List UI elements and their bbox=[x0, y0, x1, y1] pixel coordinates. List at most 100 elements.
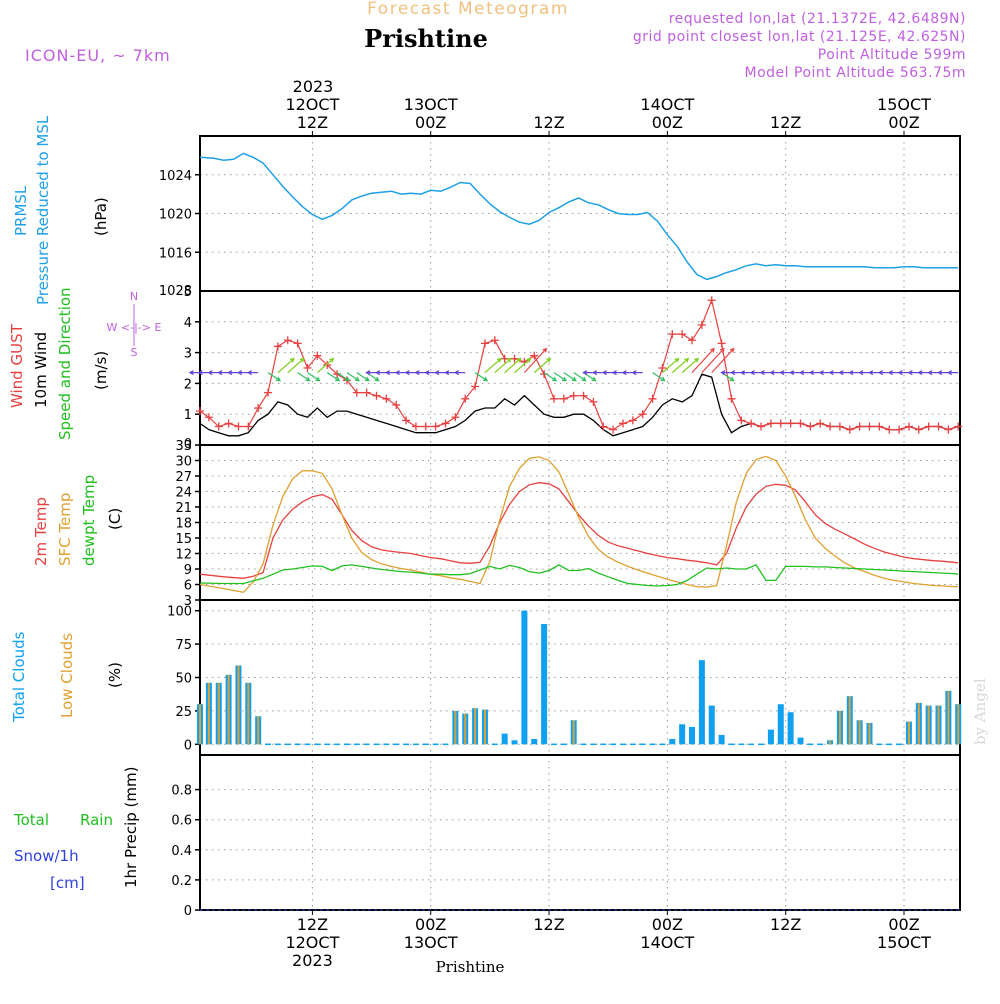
wind-direction-arrow bbox=[711, 348, 735, 374]
top-axis-hour-label: 00Z bbox=[888, 113, 919, 132]
top-axis-hour-label: 12Z bbox=[297, 113, 328, 132]
wind-direction-arrowhead bbox=[729, 376, 735, 382]
cloud-total-bar bbox=[777, 704, 784, 745]
temp-sfc-line bbox=[199, 455, 959, 594]
wind-gust-marker bbox=[944, 425, 953, 434]
wind-direction-arrowhead bbox=[749, 370, 755, 376]
cloud-total-bar bbox=[698, 660, 705, 745]
cloud-low-bar bbox=[464, 713, 467, 745]
wind-label-gust: Wind GUST bbox=[8, 323, 26, 408]
wind-direction-arrowhead bbox=[946, 370, 953, 376]
top-axis-date-label: 12OCT bbox=[285, 95, 339, 114]
wind-gust-marker bbox=[303, 364, 312, 372]
cloud-total-bar bbox=[787, 712, 794, 745]
wind-direction-arrowhead bbox=[759, 370, 765, 376]
cloud-low-bar bbox=[947, 690, 950, 745]
cloud-low-bar bbox=[829, 740, 832, 745]
wind-direction-arrowhead bbox=[838, 370, 844, 376]
temp-panel-ytick-label: 12 bbox=[175, 548, 192, 563]
cloud-low-bar bbox=[937, 705, 940, 745]
temp-panel-ytick-label: 3 bbox=[184, 594, 192, 609]
pressure-line bbox=[199, 152, 959, 281]
wind-direction-arrow bbox=[533, 358, 551, 374]
temp-panel-labels: 2m Temp SFC Temp dewpt Temp (C) bbox=[32, 475, 124, 566]
wind-gust-marker bbox=[618, 419, 627, 428]
wind-gust-marker bbox=[411, 422, 420, 431]
wind-direction-arrowhead bbox=[365, 370, 371, 376]
wind-direction-arrowhead bbox=[684, 357, 690, 363]
wind-gust-marker bbox=[914, 425, 923, 434]
wind-gust-marker bbox=[934, 422, 943, 431]
wind-gust-marker bbox=[954, 422, 963, 431]
temp-label-2m: 2m Temp bbox=[32, 497, 50, 566]
wind-gust-marker bbox=[293, 339, 302, 348]
wind-direction-arrow bbox=[494, 358, 512, 374]
wind-gust-marker bbox=[244, 422, 253, 431]
wind-gust-marker bbox=[490, 336, 499, 345]
precip-panel-ytick-label: 0.2 bbox=[171, 874, 192, 889]
top-axis-hour-label: 12Z bbox=[770, 113, 801, 132]
wind-direction-arrow bbox=[484, 358, 502, 374]
wind-gust-marker bbox=[530, 351, 539, 360]
wind-direction-arrowhead bbox=[404, 370, 410, 376]
wind-direction-arrow bbox=[681, 358, 699, 374]
precip-label-total: Total bbox=[13, 811, 49, 829]
wind-direction-arrow bbox=[326, 372, 340, 382]
temp-panel-ytick-label: 33 bbox=[175, 439, 192, 454]
wind-direction-arrowhead bbox=[779, 370, 785, 376]
grid-point-coords: grid point closest lon,lat (21.125E, 42.… bbox=[633, 29, 966, 45]
cloud-low-bar bbox=[237, 665, 240, 745]
wind-direction-arrow bbox=[287, 358, 305, 374]
wind-direction-arrowhead bbox=[582, 370, 588, 376]
wind-direction-arrow bbox=[474, 372, 488, 382]
wind-gust-marker bbox=[204, 413, 213, 422]
wind-gust-marker bbox=[313, 351, 322, 360]
wind-gust-marker bbox=[549, 394, 558, 403]
wind-direction-arrowhead bbox=[299, 357, 305, 363]
wind-gust-marker bbox=[480, 339, 489, 348]
temp-unit: (C) bbox=[106, 508, 124, 530]
wind-gust-marker bbox=[628, 416, 637, 425]
cloud-low-bar bbox=[483, 709, 486, 745]
top-axis-hour-label: 12Z bbox=[533, 113, 564, 132]
wind-gust-marker bbox=[323, 360, 332, 369]
temp-panel-ytick-label: 21 bbox=[175, 501, 192, 516]
wind-direction-arrowhead bbox=[506, 357, 512, 363]
wind-direction-arrowhead bbox=[828, 370, 834, 376]
wind-direction-arrowhead bbox=[197, 370, 203, 376]
wind-gust-marker bbox=[500, 354, 509, 363]
wind-direction-arrowhead bbox=[246, 370, 252, 376]
top-axis-date-label: 14OCT bbox=[640, 95, 694, 114]
bottom-axis-date-label: 15OCT bbox=[877, 933, 931, 952]
wind-gust-marker bbox=[737, 416, 746, 425]
precip-unit: 1hr Precip (mm) bbox=[122, 767, 140, 888]
cloud-low-bar bbox=[227, 674, 230, 745]
footer-location: Prishtine bbox=[436, 958, 505, 976]
wind-direction-arrowhead bbox=[444, 370, 450, 376]
cloud-total-bar bbox=[521, 610, 528, 745]
temp-panel-ytick-label: 15 bbox=[175, 532, 192, 547]
wind-label-10m: 10m Wind bbox=[32, 332, 50, 408]
wind-direction-arrow bbox=[514, 358, 531, 374]
pressure-panel-labels: PRMSL Pressure Reduced to MSL (hPa) bbox=[12, 115, 110, 305]
wind-gust-marker bbox=[510, 354, 519, 363]
wind-direction-arrowhead bbox=[887, 370, 893, 376]
cloud-total-bar bbox=[501, 733, 508, 745]
wind-panel-ytick-label: 4 bbox=[184, 316, 192, 331]
wind-unit: (m/s) bbox=[92, 351, 110, 390]
precip-panel-ytick-label: 0 bbox=[184, 904, 192, 919]
wind-panel-ytick-label: 1 bbox=[184, 408, 192, 423]
cloud-low-bar bbox=[957, 704, 960, 745]
wind-direction-arrowhead bbox=[927, 370, 933, 376]
wind-direction-arrowhead bbox=[818, 370, 824, 376]
precip-label-cm: [cm] bbox=[50, 874, 85, 892]
wind-direction-arrowhead bbox=[937, 370, 943, 376]
wind-gust-marker bbox=[885, 425, 894, 434]
wind-direction-arrowhead bbox=[897, 370, 903, 376]
pressure-ytick-label-overflow: 1028 bbox=[159, 284, 192, 299]
wind-gust-marker bbox=[717, 339, 726, 348]
top-axis-hour-label: 00Z bbox=[652, 113, 683, 132]
bottom-axis-date-label: 14OCT bbox=[640, 933, 694, 952]
